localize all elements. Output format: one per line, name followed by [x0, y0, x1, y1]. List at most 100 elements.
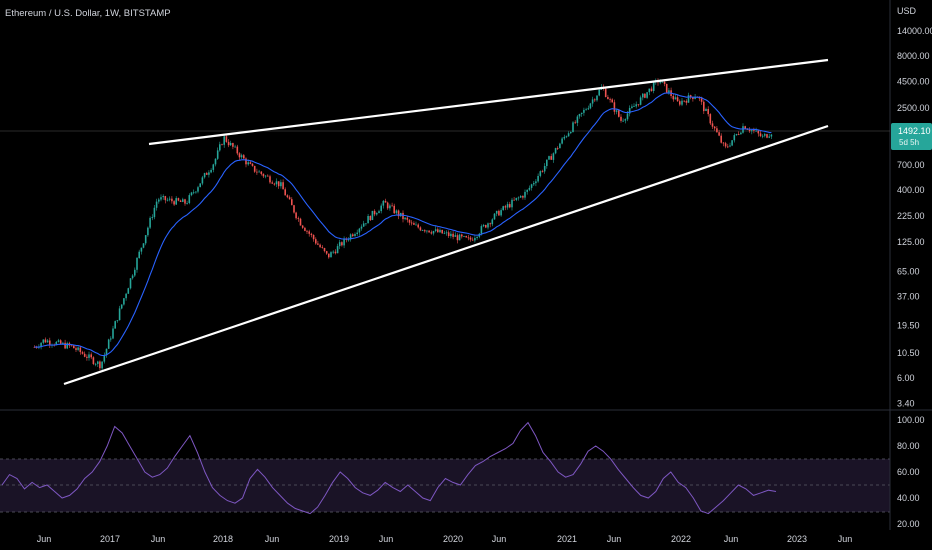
candle — [236, 146, 239, 154]
time-tick-label: 2019 — [329, 534, 349, 544]
candle — [528, 187, 531, 190]
candle — [419, 227, 422, 231]
candle — [203, 173, 206, 178]
price-tick-label: 19.50 — [897, 320, 920, 330]
candle — [190, 192, 193, 196]
candle — [461, 234, 463, 237]
candle — [517, 197, 520, 199]
candle — [153, 207, 156, 218]
candle — [195, 191, 197, 193]
candle — [676, 97, 679, 102]
candle — [97, 361, 99, 364]
candle — [618, 110, 620, 117]
candle — [275, 181, 278, 185]
candle — [552, 153, 555, 160]
candle — [522, 196, 524, 198]
candle — [587, 108, 590, 110]
candle — [687, 95, 690, 103]
candle — [476, 236, 478, 238]
candle — [395, 210, 398, 214]
candle — [648, 88, 651, 93]
candle — [147, 227, 149, 236]
time-axis-labels: Jun 2017 Jun 2018 Jun 2019 Jun 2020 Jun 2021 Jun 20… — [37, 534, 853, 544]
candle — [88, 354, 90, 358]
candle — [321, 247, 324, 248]
candle — [269, 176, 271, 183]
candle — [526, 189, 528, 192]
candle — [325, 251, 328, 254]
candle — [118, 308, 121, 321]
candle — [310, 233, 313, 235]
candle — [192, 192, 195, 194]
candle — [179, 200, 182, 202]
candle — [131, 275, 134, 279]
candle — [646, 92, 648, 98]
candle — [245, 158, 247, 165]
candle — [432, 231, 435, 234]
time-tick-label: Jun — [724, 534, 739, 544]
candle — [770, 134, 773, 137]
price-tick-label: 400.00 — [897, 185, 925, 195]
rsi-tick-label: 40.00 — [897, 493, 920, 503]
candle — [447, 232, 450, 236]
candle — [511, 199, 513, 208]
candle — [663, 81, 666, 84]
candle — [711, 123, 714, 127]
candle — [160, 197, 162, 200]
candle — [471, 239, 474, 241]
price-tick-label: 37.00 — [897, 292, 920, 302]
time-tick-label: Jun — [151, 534, 166, 544]
candle — [273, 183, 276, 185]
candle — [705, 109, 707, 111]
candle — [615, 110, 618, 112]
candle — [740, 132, 742, 135]
candle — [253, 165, 256, 172]
support-trendline[interactable] — [63, 124, 829, 386]
candle — [107, 339, 110, 349]
candle — [683, 100, 685, 102]
candle — [489, 223, 491, 225]
price-tick-label: 3.40 — [897, 398, 915, 408]
candle — [354, 234, 356, 237]
candle — [548, 156, 550, 160]
candle — [393, 205, 395, 214]
candle — [66, 343, 68, 349]
candle — [609, 99, 611, 100]
candle — [500, 210, 502, 216]
candle — [338, 242, 341, 247]
candle — [73, 345, 75, 349]
candle — [580, 112, 583, 114]
candle — [718, 132, 720, 136]
candle — [323, 248, 326, 252]
time-tick-label: Jun — [265, 534, 280, 544]
candle — [753, 130, 755, 131]
candle — [229, 143, 232, 146]
candle — [75, 348, 77, 350]
price-tick-label: 225.00 — [897, 211, 925, 221]
candle — [391, 205, 393, 207]
candle — [369, 216, 372, 221]
candle — [162, 196, 164, 198]
candle — [376, 213, 378, 215]
candle — [578, 114, 581, 117]
candle — [572, 122, 574, 132]
candle — [271, 182, 273, 184]
time-tick-label: 2021 — [557, 534, 577, 544]
candle — [223, 136, 225, 145]
candle — [182, 199, 184, 202]
candle — [502, 206, 504, 211]
last-price-value: 1492.10 — [898, 126, 931, 136]
candle — [443, 232, 446, 234]
candle — [221, 144, 223, 146]
candle — [201, 177, 204, 184]
candle — [570, 132, 572, 134]
candle — [227, 141, 230, 146]
resistance-trendline[interactable] — [148, 58, 829, 146]
candle — [94, 363, 97, 365]
price-tick-label: 14000.00 — [897, 26, 932, 36]
candle — [672, 96, 675, 100]
candle — [465, 236, 467, 238]
candle — [306, 230, 308, 232]
candle — [463, 236, 465, 237]
